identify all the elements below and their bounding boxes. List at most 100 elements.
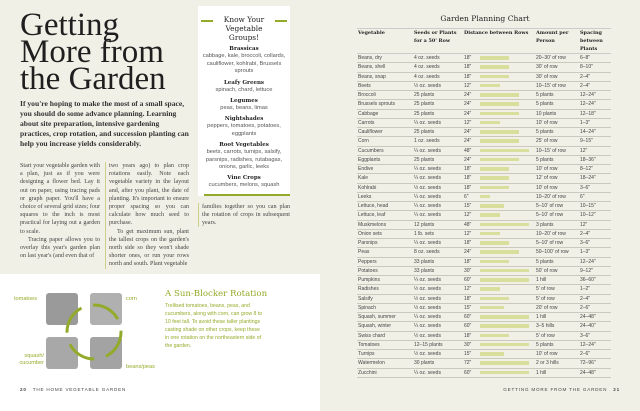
table-cell: 36–60" bbox=[579, 275, 611, 286]
table-row: Brussels sprouts 25 plants 24" 5 plants 12–2… bbox=[357, 99, 611, 110]
table-cell: ¼ oz. seeds bbox=[413, 238, 463, 249]
table-cell: 60" bbox=[463, 321, 535, 332]
left-folio: 20 THE HOME VEGETABLE GARDEN bbox=[20, 387, 126, 392]
distance-value: 18" bbox=[464, 73, 472, 80]
group-name: Vine Crops bbox=[227, 175, 261, 182]
table-cell: 4 oz. seeds bbox=[413, 53, 463, 64]
distance-bar bbox=[480, 176, 510, 180]
table-row: Broccoli 25 plants 24" 5 plants 12–24" bbox=[357, 90, 611, 101]
table-cell: 4 oz. seeds bbox=[413, 72, 463, 82]
table-cell: Beans, shell bbox=[357, 62, 413, 73]
table-cell: 24" bbox=[463, 109, 535, 119]
table-cell: Pumpkins bbox=[357, 275, 413, 286]
table-cell: ½ oz. seeds bbox=[413, 81, 463, 92]
distance-value: 18" bbox=[464, 240, 472, 247]
table-cell: Peppers bbox=[357, 257, 413, 267]
distance-value: 18" bbox=[464, 166, 472, 173]
sidebar-title: Know Your Vegetable Groups! bbox=[198, 6, 290, 42]
distance-bar bbox=[480, 185, 510, 190]
distance-bar bbox=[480, 93, 520, 97]
label-tomatoes: tomatoes bbox=[14, 296, 38, 302]
distance-value: 12" bbox=[464, 286, 472, 293]
column-header: Vegetable bbox=[357, 28, 413, 54]
page-number: 21 bbox=[613, 387, 620, 392]
table-row: Leeks ¼ oz. seeds 6" 10–20' of row 6" bbox=[357, 192, 611, 203]
table-cell: 18" bbox=[463, 173, 535, 184]
table-cell: Potatoes bbox=[357, 266, 413, 277]
distance-bar bbox=[480, 352, 505, 356]
table-cell: 3 plants bbox=[535, 220, 579, 230]
distance-bar bbox=[480, 157, 520, 162]
table-cell: ½ oz. seeds bbox=[413, 331, 463, 341]
table-cell: 18" bbox=[463, 183, 535, 193]
table-cell: 5' of row bbox=[535, 331, 579, 341]
table-cell: ¼ oz. seeds bbox=[413, 275, 463, 286]
distance-value: 24" bbox=[464, 249, 472, 256]
distance-value: 24" bbox=[464, 101, 472, 108]
distance-value: 12" bbox=[464, 230, 472, 237]
table-cell: 30 plants bbox=[413, 358, 463, 369]
table-cell: ¼ oz. seeds bbox=[413, 192, 463, 203]
table-cell: 2–4" bbox=[579, 81, 611, 92]
distance-value: 18" bbox=[464, 175, 472, 182]
table-cell: 24" bbox=[463, 155, 535, 166]
table-cell: Squash, summer bbox=[357, 312, 413, 323]
table-row: Cucumbers ¼ oz. seeds 48" 10–15' of row 12" bbox=[357, 146, 611, 156]
table-row: Tomatoes 12–15 plants 30" 5 plants 12–24" bbox=[357, 340, 611, 351]
table-cell: 12–24" bbox=[579, 340, 611, 351]
title-line: the Garden bbox=[20, 61, 166, 97]
distance-bar bbox=[480, 324, 529, 328]
group-items: cabbage, kale, broccoli, collards, cauli… bbox=[202, 53, 286, 75]
rotation-arrows-icon bbox=[65, 303, 123, 361]
table-cell: ½ oz. seeds bbox=[413, 183, 463, 193]
beans-image bbox=[90, 337, 122, 369]
distance-bar bbox=[480, 204, 505, 208]
distance-bar bbox=[480, 259, 510, 264]
distance-value: 30" bbox=[464, 341, 472, 348]
table-cell: 1 oz. seeds bbox=[413, 136, 463, 147]
group-items: beets, carrots, turnips, salsify, parsni… bbox=[205, 149, 283, 171]
table-cell: Tomatoes bbox=[357, 340, 413, 351]
distance-bar bbox=[480, 102, 520, 106]
table-cell: Peas bbox=[357, 247, 413, 258]
table-cell: 18–24" bbox=[579, 173, 611, 184]
table-row: Squash, summer ¼ oz. seeds 60" 1 hill 24–48" bbox=[357, 312, 611, 323]
table-row: Radishes ½ oz. seeds 12" 5' of row 1–2" bbox=[357, 284, 611, 295]
distance-bar bbox=[480, 213, 500, 217]
table-cell: Onion sets bbox=[357, 229, 413, 240]
table-row: Endive ¼ oz. seeds 18" 10' of row 8–12" bbox=[357, 164, 611, 175]
table-row: Lettuce, head ¼ oz. seeds 15" 5–10' of row 1… bbox=[357, 201, 611, 212]
distance-value: 60" bbox=[464, 314, 472, 321]
table-cell: ¼ oz. seeds bbox=[413, 201, 463, 212]
table-cell: Corn bbox=[357, 136, 413, 147]
table-row: Beans, dry 4 oz. seeds 18" 20–30' of row 6–8… bbox=[357, 53, 611, 64]
table-cell: 24–48" bbox=[579, 368, 611, 378]
table-cell: 12–18" bbox=[579, 109, 611, 119]
group-name: Leafy Greens bbox=[223, 79, 265, 86]
distance-value: 18" bbox=[464, 332, 472, 339]
table-row: Cauliflower 25 plants 24" 5 plants 14–24" bbox=[357, 127, 611, 138]
table-cell: Beets bbox=[357, 81, 413, 92]
running-head: GETTING MORE FROM THE GARDEN bbox=[503, 387, 608, 392]
table-cell: 2–4" bbox=[579, 294, 611, 304]
table-cell: 25 plants bbox=[413, 109, 463, 119]
table-cell: Beans, dry bbox=[357, 53, 413, 64]
table-cell: 10–15' of row bbox=[535, 81, 579, 92]
table-row: Muskmelons 12 plants 48" 3 plants 12" bbox=[357, 220, 611, 230]
table-cell: Beans, snap bbox=[357, 72, 413, 82]
distance-bar bbox=[480, 139, 520, 143]
table-cell: 24" bbox=[463, 247, 535, 258]
table-cell: 24–40" bbox=[579, 321, 611, 332]
table-cell: Leeks bbox=[357, 192, 413, 203]
distance-bar bbox=[480, 333, 510, 338]
table-cell: 4 oz. seeds bbox=[413, 62, 463, 73]
table-cell: 10–15" bbox=[579, 201, 611, 212]
table-cell: 10–20' of row bbox=[535, 229, 579, 240]
table-cell: ¼ oz. seeds bbox=[413, 164, 463, 175]
table-cell: 5 plants bbox=[535, 257, 579, 267]
table-cell: 1–3" bbox=[579, 118, 611, 129]
table-cell: Broccoli bbox=[357, 90, 413, 101]
column-header: Distance between Rows bbox=[463, 28, 535, 54]
table-cell: 5 plants bbox=[535, 90, 579, 101]
table-row: Cabbage 25 plants 24" 10 plants 12–18" bbox=[357, 109, 611, 119]
